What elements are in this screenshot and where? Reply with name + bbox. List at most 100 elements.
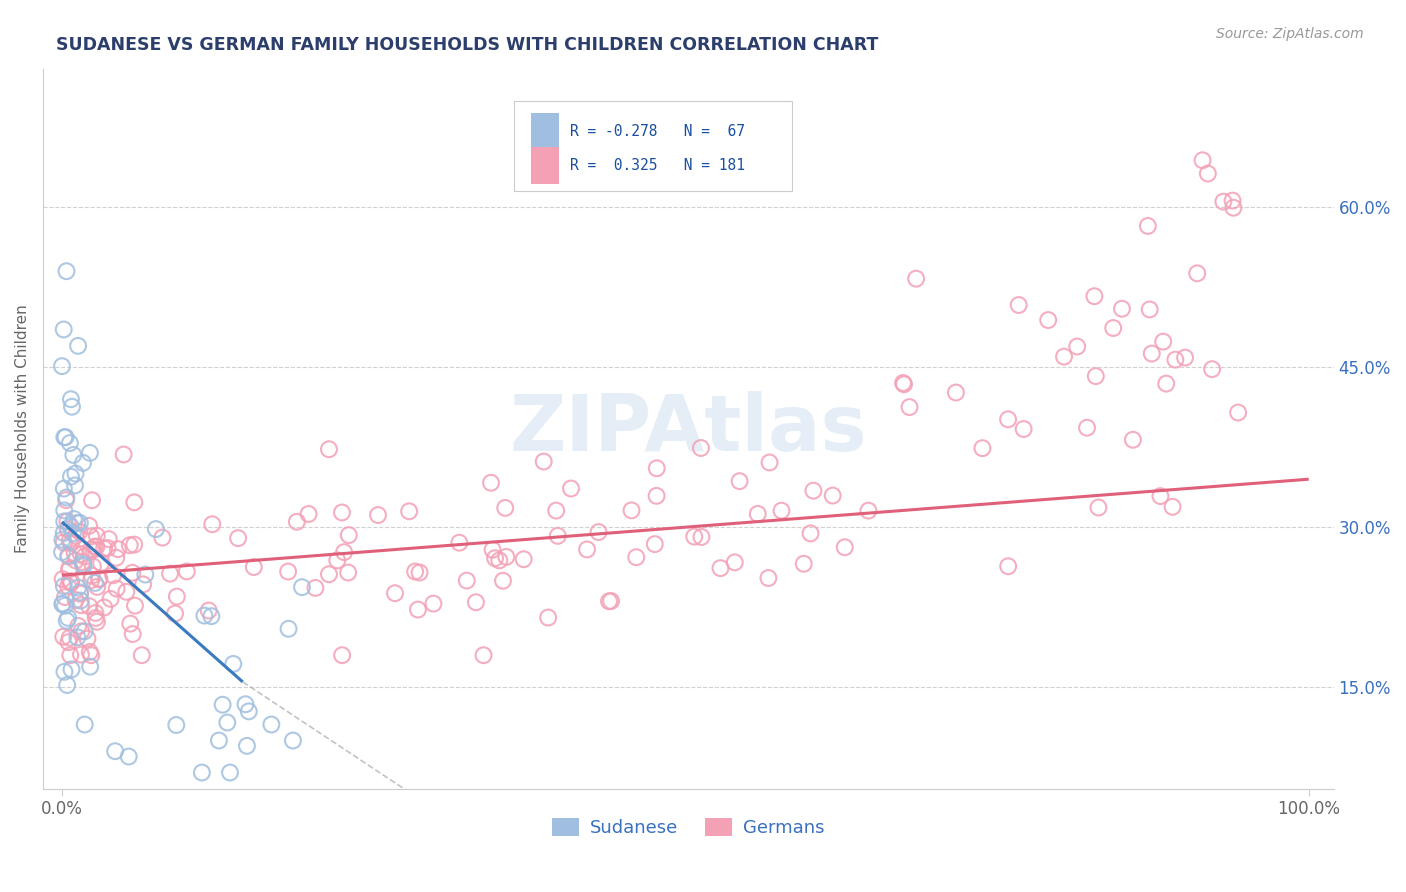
Point bbox=[770, 504, 793, 518]
Point bbox=[51, 545, 73, 559]
Point bbox=[55, 430, 77, 444]
Point bbox=[1084, 369, 1107, 384]
Point bbox=[709, 561, 731, 575]
Point bbox=[56, 678, 79, 692]
Point bbox=[690, 441, 713, 455]
Text: R =  0.325   N = 181: R = 0.325 N = 181 bbox=[569, 158, 745, 173]
Point bbox=[1187, 266, 1209, 280]
Text: R = -0.278   N =  67: R = -0.278 N = 67 bbox=[569, 124, 745, 139]
Point bbox=[79, 659, 101, 673]
Point bbox=[1222, 201, 1244, 215]
Point bbox=[120, 616, 142, 631]
Point bbox=[384, 586, 406, 600]
Point bbox=[80, 493, 103, 508]
Point bbox=[51, 597, 73, 611]
Point bbox=[1154, 376, 1177, 391]
Point bbox=[1008, 298, 1031, 312]
Point bbox=[456, 574, 478, 588]
Point bbox=[84, 611, 107, 625]
Point bbox=[197, 603, 219, 617]
Point bbox=[799, 526, 821, 541]
Point bbox=[620, 503, 643, 517]
Point bbox=[59, 533, 82, 548]
Point bbox=[145, 522, 167, 536]
Point bbox=[201, 517, 224, 532]
Point bbox=[67, 524, 90, 539]
Point bbox=[997, 559, 1019, 574]
Point bbox=[1038, 313, 1060, 327]
Point bbox=[67, 619, 90, 633]
Point bbox=[547, 529, 569, 543]
Point bbox=[56, 549, 79, 563]
Point bbox=[131, 648, 153, 663]
Point bbox=[226, 531, 249, 545]
Point bbox=[318, 442, 340, 457]
Point bbox=[65, 528, 87, 542]
Point bbox=[1053, 350, 1076, 364]
Point bbox=[112, 448, 135, 462]
Point bbox=[90, 556, 112, 570]
Point bbox=[1140, 346, 1163, 360]
Point bbox=[55, 493, 77, 508]
Point bbox=[58, 562, 80, 576]
Point bbox=[891, 376, 914, 390]
Point bbox=[53, 514, 76, 528]
Point bbox=[72, 557, 94, 571]
Point bbox=[683, 530, 706, 544]
Point bbox=[72, 555, 94, 569]
Point bbox=[52, 630, 75, 644]
Point bbox=[404, 565, 426, 579]
Point bbox=[1012, 422, 1035, 436]
Point bbox=[1139, 302, 1161, 317]
Point bbox=[219, 765, 242, 780]
Point bbox=[898, 400, 921, 414]
Point bbox=[330, 506, 353, 520]
Point bbox=[972, 441, 994, 455]
Point bbox=[193, 608, 215, 623]
Point bbox=[97, 541, 120, 555]
Point bbox=[1174, 351, 1197, 365]
Point bbox=[304, 581, 326, 595]
Point bbox=[104, 744, 127, 758]
Point bbox=[645, 489, 668, 503]
Text: ZIPAtlas: ZIPAtlas bbox=[509, 391, 868, 467]
Point bbox=[62, 448, 84, 462]
Point bbox=[65, 593, 87, 607]
Point bbox=[56, 611, 79, 625]
Point bbox=[166, 590, 188, 604]
Point bbox=[86, 615, 108, 629]
Point bbox=[1066, 339, 1088, 353]
Point bbox=[56, 522, 79, 536]
Point bbox=[70, 648, 93, 662]
Point bbox=[55, 614, 77, 628]
Point bbox=[53, 590, 76, 604]
Point bbox=[200, 609, 222, 624]
Point bbox=[82, 559, 104, 574]
Point bbox=[69, 593, 91, 607]
Point bbox=[398, 504, 420, 518]
Point bbox=[70, 624, 93, 639]
Point bbox=[82, 542, 104, 557]
Point bbox=[1222, 194, 1244, 208]
FancyBboxPatch shape bbox=[531, 113, 560, 151]
Point bbox=[118, 749, 141, 764]
Point bbox=[63, 512, 86, 526]
Point bbox=[408, 566, 430, 580]
Point bbox=[1152, 334, 1174, 349]
Point bbox=[1161, 500, 1184, 514]
Point bbox=[66, 630, 89, 644]
Point bbox=[330, 648, 353, 663]
Point bbox=[495, 549, 517, 564]
Point bbox=[600, 594, 623, 608]
Point bbox=[86, 580, 108, 594]
Point bbox=[60, 400, 83, 414]
Point bbox=[55, 491, 77, 505]
Point bbox=[69, 585, 91, 599]
Point bbox=[59, 631, 82, 645]
Point bbox=[53, 665, 76, 679]
Point bbox=[576, 542, 599, 557]
Point bbox=[281, 733, 304, 747]
Point bbox=[86, 540, 108, 554]
Point bbox=[479, 475, 502, 490]
Point bbox=[97, 532, 120, 546]
